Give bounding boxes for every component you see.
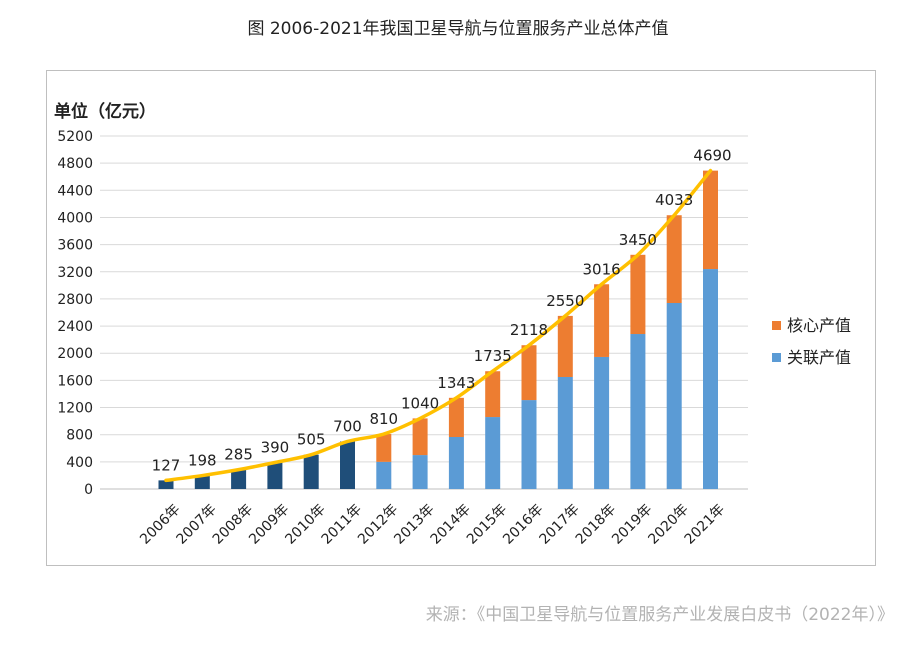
legend-swatch <box>772 353 781 362</box>
data-label: 1735 <box>474 347 512 365</box>
y-tick-label: 3600 <box>57 238 93 254</box>
y-tick-label: 4000 <box>57 210 93 226</box>
bar-related <box>630 334 646 489</box>
data-label: 285 <box>224 446 253 464</box>
y-tick-label: 2800 <box>57 292 93 308</box>
data-label: 1343 <box>437 374 475 392</box>
bar-related <box>521 400 537 489</box>
bar-related <box>485 417 501 489</box>
data-label: 810 <box>369 410 398 428</box>
bar-related <box>376 461 392 489</box>
data-label: 127 <box>152 456 181 474</box>
data-label: 505 <box>297 431 326 449</box>
bar-total <box>340 441 355 489</box>
source-citation: 来源：《中国卫星导航与位置服务产业发展白皮书（2022年）》 <box>425 605 894 625</box>
bar-core <box>412 418 428 456</box>
bar-core <box>630 254 646 335</box>
bar-total <box>158 480 174 489</box>
y-tick-label: 400 <box>66 455 93 471</box>
bar-total <box>303 454 319 489</box>
data-label: 2118 <box>510 321 548 339</box>
y-axis-label: 单位（亿元） <box>54 101 156 122</box>
data-label: 3016 <box>583 260 621 278</box>
chart-title: 图 2006-2021年我国卫星导航与位置服务产业总体产值 <box>247 19 669 39</box>
bar-core <box>521 345 537 401</box>
trend-line <box>164 168 713 483</box>
bar-related <box>666 302 682 489</box>
y-tick-label: 0 <box>84 482 93 498</box>
bar-related <box>703 269 718 489</box>
data-label: 198 <box>188 452 217 470</box>
y-tick-label: 1200 <box>57 401 93 417</box>
bar-total <box>267 462 283 489</box>
data-label: 700 <box>333 417 362 435</box>
data-label: 390 <box>261 439 290 457</box>
bar-related <box>448 437 464 489</box>
y-tick-label: 4400 <box>57 183 93 199</box>
y-tick-label: 1600 <box>57 373 93 389</box>
y-tick-label: 5200 <box>57 129 93 145</box>
bar-total <box>231 469 247 489</box>
y-tick-label: 4800 <box>57 156 93 172</box>
bar-core <box>703 170 718 270</box>
bar-related <box>594 356 610 489</box>
bar-total <box>194 475 210 489</box>
x-tick-label: 2021年 <box>682 501 728 547</box>
legend-label: 关联产值 <box>787 348 851 367</box>
bar-related <box>412 455 428 489</box>
bar-core <box>666 215 682 303</box>
bar-core <box>594 284 610 357</box>
y-tick-label: 3200 <box>57 265 93 281</box>
bar-core <box>485 371 501 418</box>
y-tick-label: 800 <box>66 428 93 444</box>
data-label: 4690 <box>693 147 731 165</box>
bar-core <box>376 434 392 462</box>
data-label: 2550 <box>546 292 584 310</box>
data-label: 1040 <box>401 394 439 412</box>
legend-label: 核心产值 <box>787 316 851 335</box>
bar-core <box>557 315 573 377</box>
y-tick-label: 2400 <box>57 319 93 335</box>
legend-swatch <box>772 321 781 330</box>
data-label: 4033 <box>655 191 693 209</box>
y-tick-label: 2000 <box>57 346 93 362</box>
bar-core <box>448 397 464 438</box>
data-label: 3450 <box>619 231 657 249</box>
bar-related <box>557 376 573 489</box>
